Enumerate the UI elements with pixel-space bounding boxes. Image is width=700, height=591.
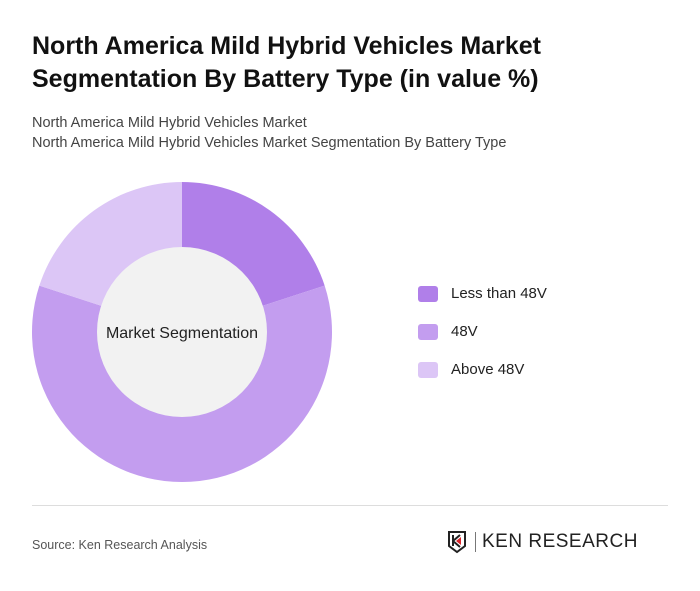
subtitle-2: North America Mild Hybrid Vehicles Marke…	[32, 135, 507, 151]
logo-text: KEN RESEARCH	[475, 532, 638, 552]
legend-item: 48V	[418, 323, 478, 340]
legend-swatch	[418, 323, 438, 340]
donut-chart: Market Segmentation	[31, 182, 333, 483]
legend-label: Above 48V	[451, 361, 525, 378]
chart-title: North America Mild Hybrid Vehicles Marke…	[32, 32, 541, 93]
legend-item: Less than 48V	[418, 285, 547, 302]
legend-label: Less than 48V	[451, 285, 547, 302]
ken-research-logo: KEN RESEARCH	[447, 530, 638, 554]
donut-hole	[97, 247, 267, 417]
center-label: Market Segmentation	[106, 325, 258, 342]
legend-label: 48V	[451, 323, 478, 340]
legend-swatch	[418, 285, 438, 302]
divider	[32, 505, 668, 506]
legend-swatch	[418, 361, 438, 378]
source-note: Source: Ken Research Analysis	[32, 538, 208, 552]
legend-item: Above 48V	[418, 361, 524, 378]
logo-icon	[448, 531, 466, 554]
subtitle: North America Mild Hybrid Vehicles Marke…	[32, 115, 307, 131]
